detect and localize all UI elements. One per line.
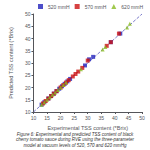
- svg-text:45: 45: [25, 23, 31, 29]
- svg-text:25: 25: [71, 115, 77, 121]
- svg-text:50: 50: [25, 11, 31, 17]
- svg-text:15: 15: [44, 115, 50, 121]
- svg-text:30: 30: [85, 115, 91, 121]
- svg-text:cherry tomato sauce during RVE: cherry tomato sauce during RVE using the…: [16, 137, 134, 142]
- svg-text:620 mmH: 620 mmH: [121, 4, 143, 10]
- svg-text:10: 10: [31, 115, 37, 121]
- svg-text:40: 40: [25, 36, 31, 42]
- svg-text:Predicted TSS content (*Brix): Predicted TSS content (*Brix): [8, 27, 14, 99]
- svg-text:20: 20: [58, 115, 64, 121]
- svg-text:35: 35: [99, 115, 105, 121]
- svg-text:10: 10: [24, 109, 31, 115]
- svg-text:Figure 6: Experimental and pre: Figure 6: Experimental and predicted TSS…: [17, 132, 134, 137]
- svg-text:45: 45: [126, 115, 132, 121]
- svg-text:25: 25: [25, 72, 31, 78]
- svg-text:Experimental TSS content (*Bri: Experimental TSS content (*Brix): [47, 125, 128, 131]
- svg-text:35: 35: [25, 48, 31, 54]
- svg-text:570 mmH: 570 mmH: [85, 4, 107, 10]
- svg-text:30: 30: [25, 60, 31, 66]
- svg-text:50: 50: [139, 115, 145, 121]
- svg-text:15: 15: [25, 97, 31, 103]
- svg-text:model at vacuum levels of 520,: model at vacuum levels of 520, 570 and 6…: [24, 143, 127, 148]
- svg-text:20: 20: [25, 85, 31, 91]
- svg-text:40: 40: [112, 115, 118, 121]
- svg-text:520 mmH: 520 mmH: [48, 4, 70, 10]
